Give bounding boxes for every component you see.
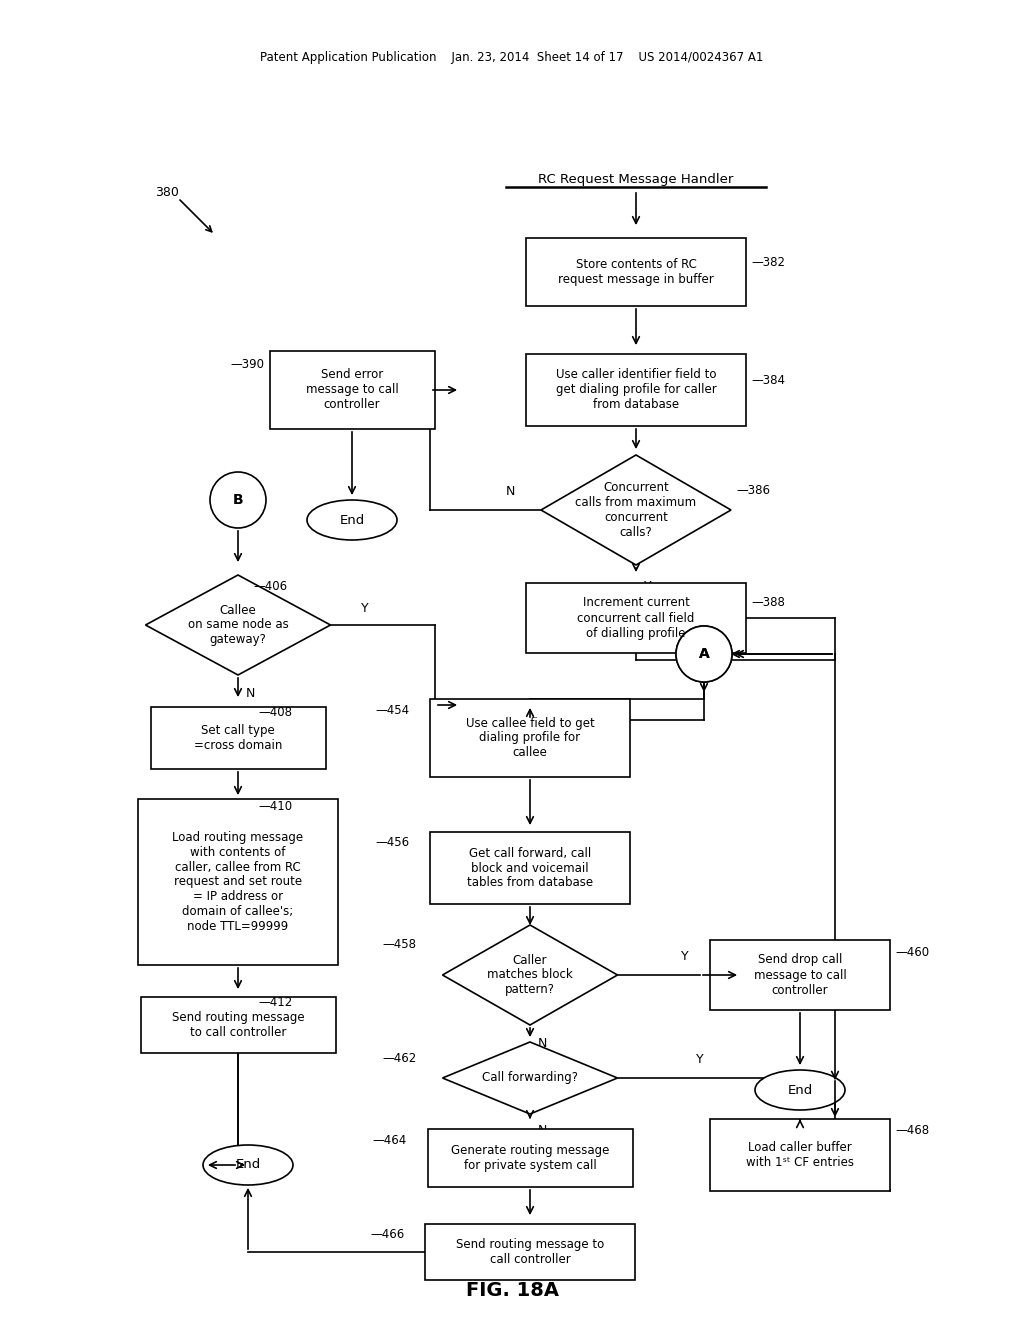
Text: 380: 380 <box>155 186 179 198</box>
FancyBboxPatch shape <box>427 1129 633 1187</box>
Text: —382: —382 <box>751 256 785 268</box>
Text: Increment current
concurrent call field
of dialling profile: Increment current concurrent call field … <box>578 597 694 639</box>
Text: —468: —468 <box>895 1123 929 1137</box>
Text: —458: —458 <box>383 939 417 952</box>
Text: FIG. 18A: FIG. 18A <box>466 1280 558 1299</box>
FancyBboxPatch shape <box>430 832 630 904</box>
Text: —466: —466 <box>370 1228 404 1241</box>
Ellipse shape <box>755 1071 845 1110</box>
Polygon shape <box>442 925 617 1026</box>
Text: Send drop call
message to call
controller: Send drop call message to call controlle… <box>754 953 847 997</box>
Text: Use callee field to get
dialing profile for
callee: Use callee field to get dialing profile … <box>466 717 594 759</box>
Ellipse shape <box>203 1144 293 1185</box>
FancyBboxPatch shape <box>151 708 326 770</box>
FancyBboxPatch shape <box>526 354 746 426</box>
FancyBboxPatch shape <box>710 940 890 1010</box>
Text: —410: —410 <box>258 800 292 813</box>
Text: —384: —384 <box>751 374 785 387</box>
Circle shape <box>676 626 732 682</box>
Text: Caller
matches block
pattern?: Caller matches block pattern? <box>487 953 572 997</box>
Text: End: End <box>236 1159 261 1172</box>
FancyBboxPatch shape <box>269 351 434 429</box>
Text: Load caller buffer
with 1ˢᵗ CF entries: Load caller buffer with 1ˢᵗ CF entries <box>746 1140 854 1170</box>
FancyBboxPatch shape <box>430 700 630 777</box>
Text: —464: —464 <box>373 1134 407 1147</box>
Text: N: N <box>246 686 255 700</box>
Circle shape <box>210 473 266 528</box>
Text: —460: —460 <box>895 946 929 960</box>
Text: —390: —390 <box>230 359 264 371</box>
Text: Concurrent
calls from maximum
concurrent
calls?: Concurrent calls from maximum concurrent… <box>575 480 696 539</box>
Circle shape <box>676 626 732 682</box>
Text: Send routing message
to call controller: Send routing message to call controller <box>172 1011 304 1039</box>
Text: Y: Y <box>361 602 369 615</box>
Polygon shape <box>541 455 731 565</box>
FancyBboxPatch shape <box>526 583 746 653</box>
Text: Load routing message
with contents of
caller, callee from RC
request and set rou: Load routing message with contents of ca… <box>172 830 303 933</box>
Text: —462: —462 <box>383 1052 417 1064</box>
Text: A: A <box>698 647 710 661</box>
Text: RC Request Message Handler: RC Request Message Handler <box>539 173 733 186</box>
Text: —406: —406 <box>253 581 287 594</box>
Text: —454: —454 <box>375 704 410 717</box>
Text: —386: —386 <box>736 483 770 496</box>
FancyBboxPatch shape <box>526 238 746 306</box>
Text: Generate routing message
for private system call: Generate routing message for private sys… <box>451 1144 609 1172</box>
FancyBboxPatch shape <box>425 1224 635 1280</box>
Text: End: End <box>339 513 365 527</box>
Text: N: N <box>505 484 515 498</box>
Text: Store contents of RC
request message in buffer: Store contents of RC request message in … <box>558 257 714 286</box>
Polygon shape <box>145 576 331 675</box>
Text: Send error
message to call
controller: Send error message to call controller <box>305 368 398 412</box>
FancyBboxPatch shape <box>140 997 336 1053</box>
Text: B: B <box>232 492 244 507</box>
Text: Y: Y <box>696 1053 703 1067</box>
Text: —456: —456 <box>375 836 410 849</box>
Text: Call forwarding?: Call forwarding? <box>482 1072 578 1085</box>
Text: N: N <box>538 1038 548 1049</box>
Text: Get call forward, call
block and voicemail
tables from database: Get call forward, call block and voicema… <box>467 846 593 890</box>
Text: Y: Y <box>681 950 689 964</box>
Text: N: N <box>538 1125 548 1137</box>
Text: —408: —408 <box>258 706 292 719</box>
Text: Patent Application Publication    Jan. 23, 2014  Sheet 14 of 17    US 2014/00243: Patent Application Publication Jan. 23, … <box>260 51 764 65</box>
Ellipse shape <box>307 500 397 540</box>
Text: Use caller identifier field to
get dialing profile for caller
from database: Use caller identifier field to get diali… <box>556 368 717 412</box>
Text: A: A <box>698 647 710 661</box>
Text: Callee
on same node as
gateway?: Callee on same node as gateway? <box>187 603 289 647</box>
Polygon shape <box>442 1041 617 1114</box>
Text: Send routing message to
call controller: Send routing message to call controller <box>456 1238 604 1266</box>
FancyBboxPatch shape <box>710 1119 890 1191</box>
Text: End: End <box>787 1084 813 1097</box>
FancyBboxPatch shape <box>138 799 338 965</box>
Text: —412: —412 <box>258 997 292 1010</box>
Text: Set call type
=cross domain: Set call type =cross domain <box>194 723 283 752</box>
Text: —388: —388 <box>751 597 784 610</box>
Text: Y: Y <box>644 579 651 593</box>
